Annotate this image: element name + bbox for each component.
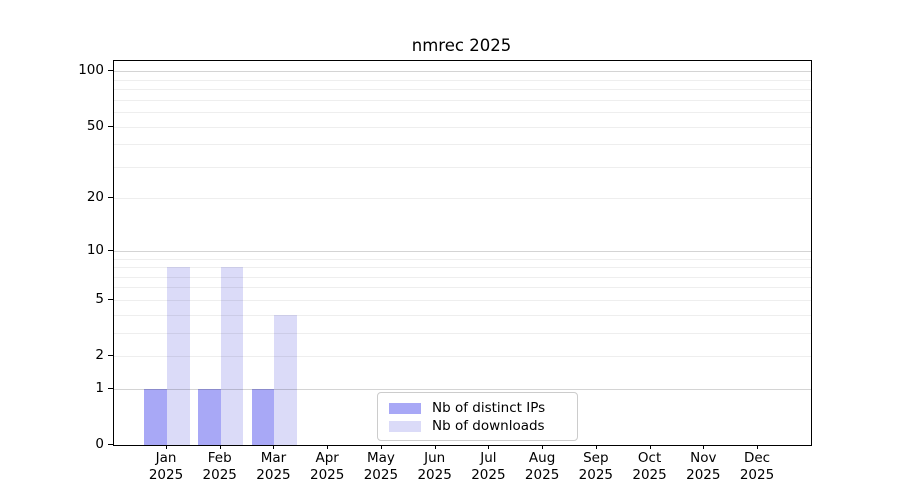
y-tick-label-1: 1 <box>95 379 104 396</box>
x-tick-11 <box>757 445 759 449</box>
x-tick-label-10: Nov 2025 <box>686 450 721 483</box>
gridline-6 <box>114 287 811 289</box>
y-tick-2 <box>108 355 113 357</box>
x-tick-0 <box>166 445 167 449</box>
x-tick-7 <box>542 445 544 449</box>
x-tick-label-6: Jul 2025 <box>471 450 506 483</box>
x-tick-label-1: Feb 2025 <box>202 450 237 483</box>
y-tick-0 <box>108 444 113 445</box>
y-tick-label-2: 2 <box>95 347 104 364</box>
y-tick-50 <box>108 125 113 127</box>
x-tick-5 <box>434 445 436 449</box>
x-tick-label-9: Oct 2025 <box>632 450 667 483</box>
legend-item-distinct-ips: Nb of distinct IPs <box>389 400 567 416</box>
y-tick-label-20: 20 <box>86 189 104 206</box>
legend: Nb of distinct IPs Nb of downloads <box>377 392 578 441</box>
x-tick-3 <box>327 445 329 449</box>
gridline-8 <box>114 267 811 269</box>
x-tick-label-2: Mar 2025 <box>256 450 291 483</box>
bar-distinct-ips-2 <box>251 388 275 445</box>
x-tick-label-3: Apr 2025 <box>310 450 345 483</box>
gridline-3 <box>114 332 811 334</box>
x-tick-4 <box>380 445 382 449</box>
x-tick-6 <box>488 445 490 449</box>
plot-area <box>113 60 812 446</box>
legend-swatch-downloads <box>389 420 421 432</box>
x-tick-2 <box>273 445 275 449</box>
y-tick-100 <box>108 70 113 72</box>
gridline-20 <box>114 198 811 200</box>
y-tick-10 <box>108 249 113 251</box>
y-tick-1 <box>108 387 113 389</box>
chart-title: nmrec 2025 <box>411 36 512 55</box>
x-tick-8 <box>595 445 597 449</box>
x-tick-label-4: May 2025 <box>363 450 399 483</box>
y-tick-label-50: 50 <box>86 117 104 134</box>
x-tick-9 <box>649 445 651 449</box>
gridline-90 <box>114 79 811 81</box>
x-tick-10 <box>703 445 705 449</box>
x-tick-label-11: Dec 2025 <box>739 450 775 483</box>
y-tick-label-100: 100 <box>78 62 104 79</box>
bar-downloads-1 <box>220 267 244 445</box>
gridline-50 <box>114 126 811 128</box>
bar-downloads-2 <box>274 314 298 445</box>
y-tick-20 <box>108 197 113 199</box>
gridline-60 <box>114 112 811 114</box>
gridline-100 <box>114 71 811 73</box>
gridline-4 <box>114 314 811 316</box>
gridline-2 <box>114 356 811 358</box>
gridline-70 <box>114 99 811 101</box>
gridline-9 <box>114 258 811 260</box>
legend-label-distinct-ips: Nb of distinct IPs <box>432 400 546 416</box>
x-tick-label-7: Aug 2025 <box>524 450 560 483</box>
x-tick-label-5: Jun 2025 <box>417 450 452 483</box>
gridline-80 <box>114 89 811 91</box>
gridline-40 <box>114 144 811 146</box>
legend-swatch-distinct-ips <box>389 402 421 414</box>
x-tick-1 <box>219 445 221 449</box>
gridline-10 <box>114 250 811 252</box>
x-tick-label-8: Sep 2025 <box>578 450 613 483</box>
y-tick-5 <box>108 298 113 300</box>
gridline-30 <box>114 166 811 168</box>
y-tick-label-0: 0 <box>95 436 104 452</box>
x-tick-label-0: Jan 2025 <box>148 450 184 483</box>
legend-item-downloads: Nb of downloads <box>389 418 567 434</box>
bar-distinct-ips-1 <box>198 388 221 445</box>
legend-label-downloads: Nb of downloads <box>432 418 545 434</box>
gridline-5 <box>114 299 811 301</box>
bar-downloads-0 <box>167 267 190 445</box>
gridline-7 <box>114 276 811 278</box>
gridline-1 <box>114 388 811 390</box>
y-tick-label-10: 10 <box>86 241 104 258</box>
y-tick-label-5: 5 <box>95 290 104 307</box>
bar-distinct-ips-0 <box>144 388 167 445</box>
